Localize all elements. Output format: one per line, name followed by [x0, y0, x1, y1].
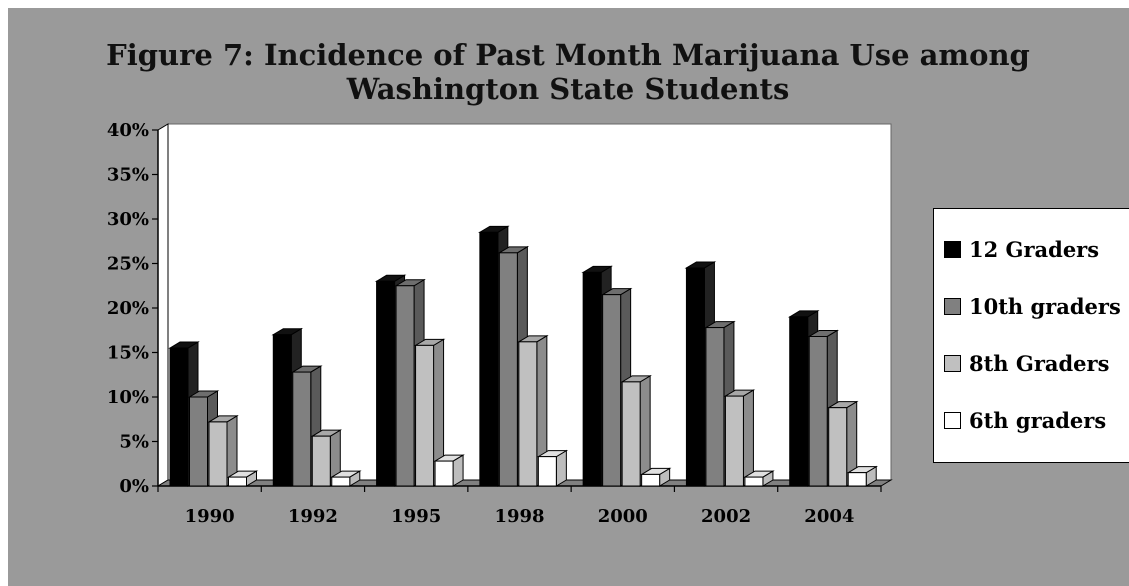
chart-title: Figure 7: Incidence of Past Month Mariju…	[98, 38, 1038, 106]
chart-legend: 12 Graders 10th graders 8th Graders 6th …	[933, 208, 1129, 463]
bar-side-8th-graders-2002	[742, 389, 754, 487]
legend-item-8th-graders: 8th Graders	[944, 351, 1109, 376]
legend-swatch-8th-graders	[944, 355, 961, 372]
bar-8th-graders-1992	[311, 435, 331, 487]
bar-10th-graders-1995	[395, 285, 415, 487]
legend-item-12-graders: 12 Graders	[944, 237, 1099, 262]
bar-8th-graders-2004	[828, 407, 848, 487]
legend-item-6th-graders: 6th graders	[944, 408, 1106, 433]
bar-12-graders-2002	[685, 267, 705, 487]
bar-10th-graders-2000	[602, 294, 622, 487]
bar-10th-graders-1990	[189, 396, 208, 487]
x-label-2002: 2002	[701, 506, 751, 527]
bar-12-graders-1992	[272, 334, 292, 487]
bar-10th-graders-1992	[292, 371, 312, 487]
bar-6th-graders-1998	[537, 456, 557, 487]
y-tick-label: 15%	[107, 343, 149, 364]
bar-8th-graders-1995	[415, 344, 435, 487]
y-tick-label: 35%	[107, 165, 149, 186]
chart-title-line-1: Figure 7: Incidence of Past Month Mariju…	[106, 38, 1030, 72]
y-tick-label: 10%	[107, 387, 149, 408]
bar-8th-graders-1998	[518, 341, 538, 487]
y-tick-label: 0%	[119, 476, 149, 497]
bar-10th-graders-1998	[498, 252, 518, 487]
legend-swatch-12-graders	[944, 241, 961, 258]
chart-plot: 0% 5% 10% 15% 20% 25% 30% 35% 40% 1990 1992 1995 199…	[107, 120, 893, 527]
y-tick-label: 20%	[107, 298, 149, 319]
x-label-1992: 1992	[288, 506, 338, 527]
y-tick-label: 5%	[119, 432, 149, 453]
x-label-1995: 1995	[391, 506, 441, 527]
chart-area: 0% 5% 10% 15% 20% 25% 30% 35% 40% 1990 1992 1995 199…	[8, 8, 1129, 586]
bar-side-8th-graders-2000	[639, 374, 651, 487]
y-tick-label: 30%	[107, 209, 149, 230]
legend-label-8th-graders: 8th Graders	[969, 351, 1110, 376]
legend-swatch-10th-graders	[944, 298, 961, 315]
bar-12-graders-1998	[479, 231, 499, 487]
bar-12-graders-1990	[169, 347, 189, 487]
bar-12-graders-1995	[376, 280, 396, 487]
legend-label-12-graders: 12 Graders	[969, 237, 1100, 262]
bar-6th-graders-1992	[331, 476, 351, 487]
bar-6th-graders-1995	[434, 460, 454, 487]
bar-8th-graders-1990	[208, 421, 228, 487]
bar-12-graders-2000	[582, 271, 602, 487]
bar-8th-graders-2002	[724, 395, 744, 487]
side-wall	[157, 123, 169, 487]
legend-label-10th-graders: 10th graders	[969, 294, 1121, 319]
chart-title-line-2: Washington State Students	[346, 72, 790, 106]
legend-item-10th-graders: 10th graders	[944, 294, 1121, 319]
bar-8th-graders-2000	[621, 381, 641, 487]
x-label-1990: 1990	[185, 506, 235, 527]
bar-6th-graders-2002	[744, 476, 764, 487]
y-tick-label: 25%	[107, 254, 149, 275]
x-label-1998: 1998	[494, 506, 544, 527]
legend-swatch-6th-graders	[944, 412, 961, 429]
x-label-2004: 2004	[804, 506, 854, 527]
bar-6th-graders-1990	[228, 476, 247, 487]
bar-10th-graders-2002	[705, 327, 725, 487]
bar-6th-graders-2000	[641, 473, 661, 487]
bar-6th-graders-2004	[847, 472, 867, 487]
y-tick-label: 40%	[107, 120, 149, 141]
bar-12-graders-2004	[789, 316, 809, 487]
bar-10th-graders-2004	[808, 335, 828, 487]
x-label-2000: 2000	[598, 506, 648, 527]
legend-label-6th-graders: 6th graders	[969, 408, 1107, 433]
